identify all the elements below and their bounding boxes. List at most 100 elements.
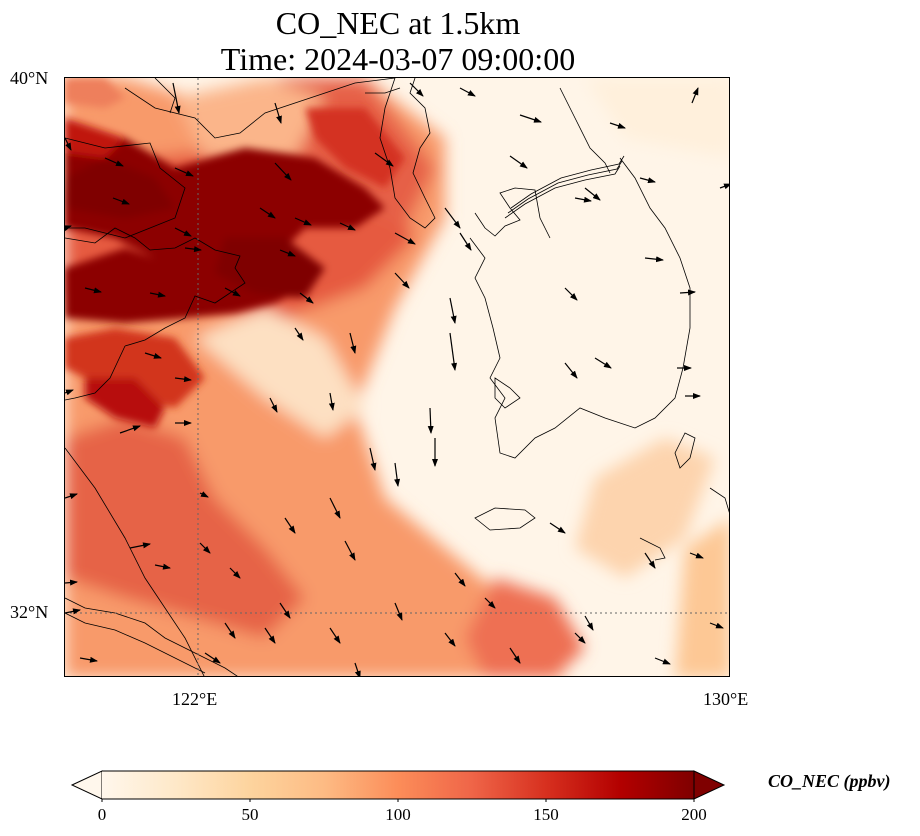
wind-arrow-icon: [427, 407, 434, 434]
wind-arrow-icon: [454, 572, 466, 587]
wind-arrow-icon: [709, 622, 724, 629]
wind-arrow-icon: [264, 627, 276, 644]
wind-arrow-icon: [204, 652, 221, 664]
colorbar-max-extend-arrow: [693, 770, 726, 800]
colorbar-tick-150: 150: [533, 805, 559, 824]
wind-arrow-icon: [329, 627, 341, 644]
colorbar-gradient: [102, 771, 694, 799]
wind-arrow-icon: [174, 376, 192, 383]
wind-arrow-icon: [594, 357, 612, 369]
wind-arrow-icon: [549, 522, 566, 534]
wind-arrow-icon: [65, 137, 72, 151]
wind-arrow-icon: [394, 602, 403, 621]
wind-arrow-icon: [349, 332, 357, 354]
wind-arrow-icon: [639, 177, 656, 184]
wind-arrow-icon: [112, 197, 130, 205]
wind-arrow-icon: [459, 232, 472, 251]
wind-arrow-icon: [149, 291, 166, 298]
colorbar: [70, 768, 726, 802]
wind-arrow-icon: [172, 82, 181, 114]
wind-arrow-icon: [279, 602, 291, 619]
wind-arrow-icon: [459, 87, 476, 97]
wind-arrow-icon: [294, 327, 304, 341]
wind-arrow-icon: [584, 187, 601, 201]
wind-arrow-icon: [224, 622, 236, 639]
wind-arrow-icon: [79, 656, 98, 663]
wind-arrow-icon: [184, 246, 202, 253]
map-panel: [64, 77, 730, 677]
colorbar-min-extend-arrow: [70, 770, 103, 800]
wind-arrow-icon: [449, 332, 458, 371]
co-concentration-field: [65, 78, 729, 676]
wind-arrow-icon: [174, 227, 192, 237]
colorbar-graphic: [70, 770, 726, 802]
map-canvas: [65, 78, 729, 676]
wind-arrow-icon: [394, 232, 416, 245]
wind-arrow-icon: [294, 217, 312, 226]
wind-arrow-icon: [564, 287, 578, 301]
wind-arrow-icon: [65, 608, 81, 615]
wind-arrow-icon: [369, 447, 377, 471]
wind-arrow-icon: [519, 114, 542, 123]
wind-arrow-icon: [449, 297, 457, 324]
wind-arrow-icon: [394, 462, 401, 487]
wind-arrow-icon: [279, 249, 296, 257]
wind-arrow-icon: [65, 225, 72, 232]
wind-arrow-icon: [654, 657, 671, 665]
wind-arrow-icon: [444, 632, 456, 647]
wind-arrow-icon: [564, 362, 578, 379]
wind-arrow-icon: [719, 183, 729, 190]
wind-arrow-icon: [65, 389, 74, 396]
colorbar-tick-200: 200: [681, 805, 707, 824]
wind-arrow-icon: [344, 540, 356, 561]
colorbar-tick-50: 50: [241, 805, 259, 824]
wind-arrow-icon: [144, 352, 162, 359]
wind-arrow-icon: [584, 615, 594, 631]
wind-arrow-icon: [328, 392, 335, 411]
wind-arrow-icon: [509, 155, 528, 169]
wind-arrow-icon: [224, 287, 241, 297]
wind-arrow-icon: [274, 102, 282, 124]
wind-arrow-icon: [644, 256, 664, 263]
colorbar-tick-0: 0: [97, 805, 107, 824]
wind-arrow-icon: [129, 542, 151, 549]
map-title-line-1: CO_NEC at 1.5km: [275, 5, 521, 41]
wind-arrow-icon: [444, 207, 461, 229]
wind-arrow-icon: [394, 272, 410, 289]
wind-arrow-icon: [229, 567, 241, 579]
wind-arrow-icon: [679, 289, 696, 296]
wind-arrow-icon: [259, 207, 276, 219]
colorbar-label: CO_NEC (ppbv): [768, 771, 891, 791]
wind-arrow-icon: [689, 552, 704, 559]
wind-arrow-icon: [269, 397, 278, 413]
wind-arrow-icon: [299, 292, 314, 304]
graticule: [65, 78, 729, 676]
wind-arrow-icon: [104, 157, 124, 167]
wind-arrow-icon: [329, 497, 341, 519]
wind-arrow-icon: [691, 87, 699, 104]
colorbar-tick-100: 100: [385, 805, 411, 824]
map-title-line-2: Time: 2024-03-07 09:00:00: [220, 41, 576, 77]
wind-arrow-icon: [484, 597, 496, 609]
wind-arrow-icon: [609, 122, 626, 129]
lat-tick-label-32N: 32°N: [10, 602, 49, 622]
wind-arrow-icon: [374, 152, 394, 167]
wind-arrow-icon: [354, 662, 361, 676]
wind-arrow-icon: [84, 287, 102, 294]
wind-arrow-icon: [509, 647, 521, 664]
wind-arrow-icon: [199, 542, 211, 554]
wind-arrow-icon: [339, 222, 356, 231]
wind-arrow-icon: [65, 579, 78, 586]
coastlines: [65, 78, 729, 676]
wind-vectors: [65, 82, 729, 676]
wind-arrow-icon: [119, 425, 141, 434]
wind-arrow-icon: [574, 196, 592, 203]
lon-tick-label-130E: 130°E: [703, 689, 749, 709]
lat-tick-label-40N: 40°N: [10, 68, 49, 88]
lon-tick-label-122E: 122°E: [172, 689, 218, 709]
wind-arrow-icon: [644, 552, 656, 569]
wind-arrow-icon: [274, 162, 292, 181]
wind-arrow-icon: [574, 632, 586, 644]
wind-arrow-icon: [409, 82, 424, 97]
wind-arrow-icon: [284, 517, 296, 534]
